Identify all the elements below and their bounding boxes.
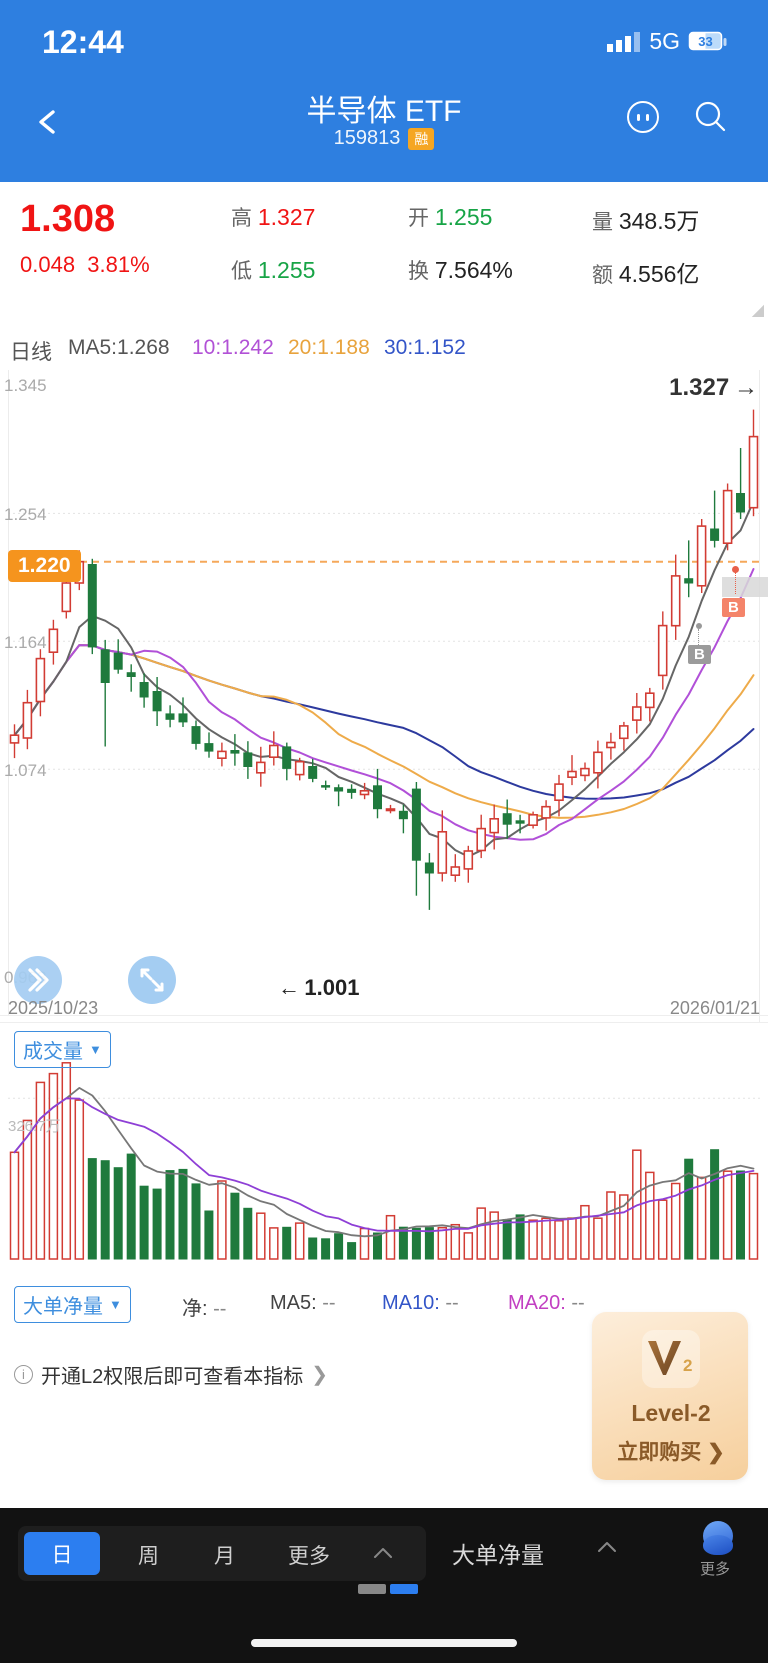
svg-text:33: 33 [698,34,712,49]
svg-text:2: 2 [683,1356,692,1375]
